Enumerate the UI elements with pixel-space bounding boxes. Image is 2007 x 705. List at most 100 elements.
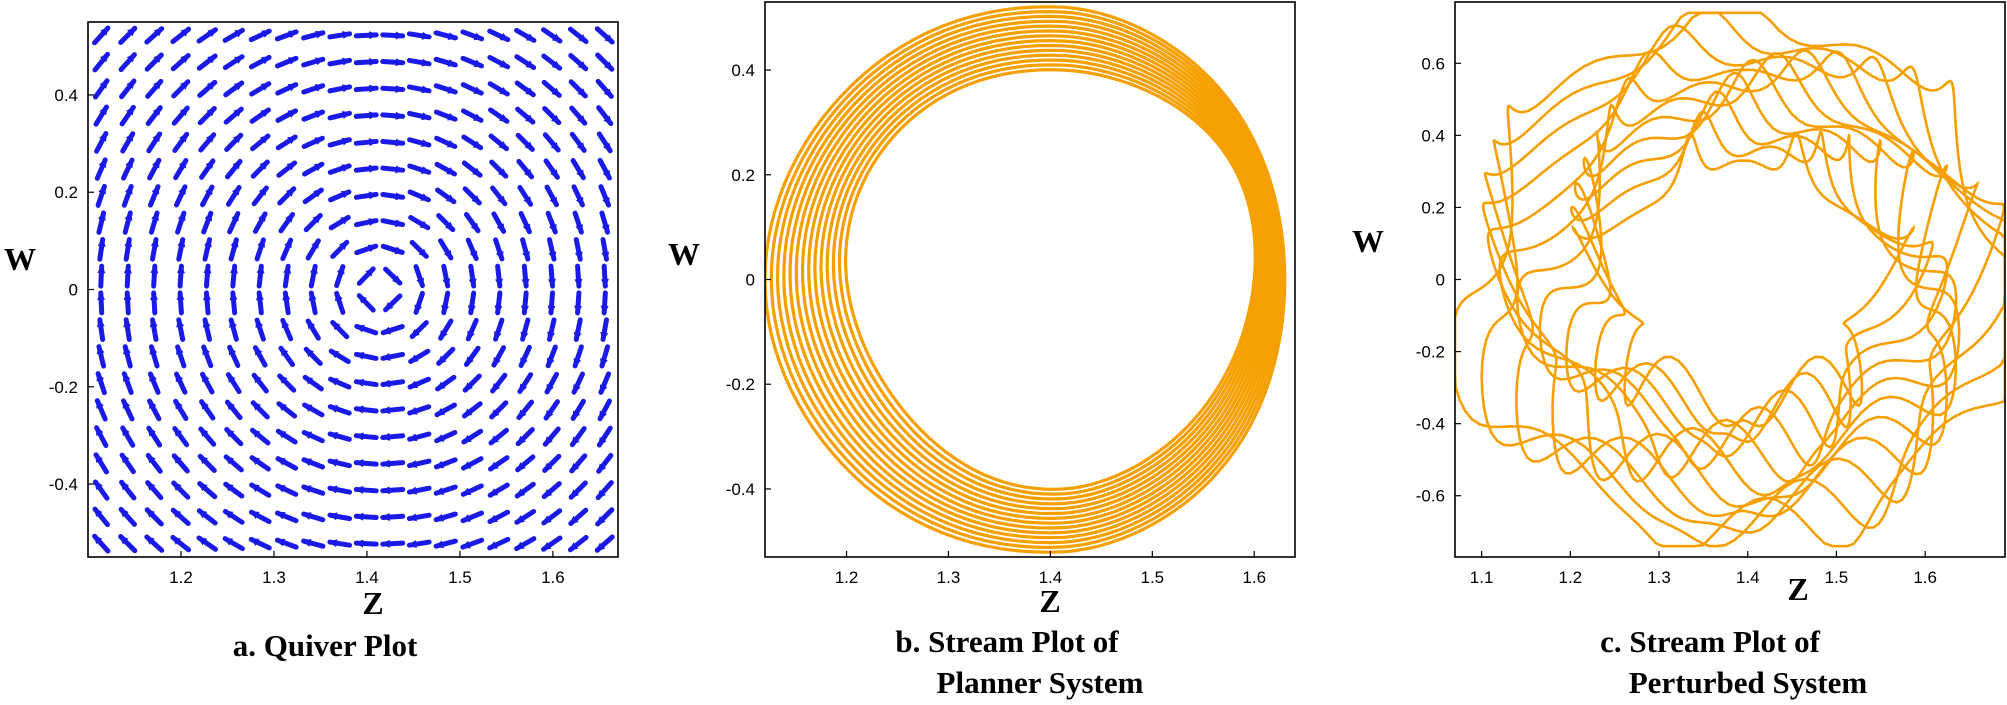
stream-curves — [765, 5, 1287, 554]
quiver-arrowhead — [120, 453, 130, 464]
quiver-arrowhead — [499, 59, 510, 68]
quiver-arrowhead — [369, 57, 379, 66]
quiver-arrowhead — [308, 291, 317, 301]
y-tick-label: -0.4 — [1416, 415, 1445, 434]
panel-b-y-ticks: 0.4 0.2 0 -0.2 -0.4 — [726, 61, 771, 499]
quiver-arrowhead — [521, 278, 530, 289]
quiver-arrowhead — [369, 31, 379, 40]
quiver-arrowhead — [576, 142, 586, 153]
x-tick-label: 1.5 — [448, 568, 472, 587]
quiver-arrowhead — [354, 324, 365, 333]
x-tick-label: 1.6 — [541, 568, 565, 587]
quiver-arrowhead — [180, 80, 190, 90]
quiver-arrowhead — [434, 513, 444, 522]
quiver-arrowhead — [520, 357, 528, 368]
quiver-arrowhead — [380, 539, 390, 548]
quiver-arrowhead — [367, 244, 378, 253]
stream-orbit — [843, 68, 1257, 491]
quiver-arrowhead — [601, 251, 610, 262]
quiver-arrowhead — [515, 515, 525, 524]
quiver-arrowhead — [447, 86, 458, 94]
quiver-arrowhead — [573, 331, 582, 342]
quiver-arrowhead — [177, 237, 186, 248]
quiver-arrowhead — [515, 488, 526, 498]
quiver-arrowhead — [395, 165, 405, 174]
quiver-arrowhead — [301, 512, 312, 520]
quiver-arrowhead — [96, 371, 105, 382]
quiver-arrowhead — [257, 237, 265, 248]
quiver-arrowhead — [127, 26, 137, 37]
quiver-arrowhead — [202, 345, 210, 356]
quiver-arrowhead — [206, 107, 216, 117]
quiver-arrowhead — [276, 430, 287, 439]
quiver-arrowhead — [410, 328, 420, 339]
quiver-arrowhead — [225, 428, 235, 438]
quiver-arrowhead — [98, 210, 106, 221]
quiver-arrowhead — [522, 223, 531, 234]
quiver-arrowhead — [233, 81, 244, 91]
quiver-arrowhead — [123, 317, 132, 328]
quiver-arrowhead — [395, 138, 405, 147]
quiver-arrowhead — [328, 405, 339, 413]
quiver-arrowhead — [285, 212, 294, 223]
quiver-arrowhead — [260, 108, 271, 118]
quiver-arrowhead — [381, 326, 392, 335]
quiver-arrowhead — [408, 354, 419, 363]
quiver-arrowhead — [279, 346, 289, 357]
stream-orbit — [788, 24, 1277, 535]
quiver-arrowhead — [498, 114, 509, 123]
quiver-arrowhead — [487, 541, 498, 549]
quiver-arrowhead — [180, 54, 190, 64]
quiver-arrowhead — [123, 290, 132, 301]
quiver-arrowhead — [327, 539, 338, 548]
quiver-arrowhead — [95, 425, 104, 436]
quiver-arrowhead — [407, 460, 418, 468]
quiver-arrowhead — [573, 384, 581, 394]
stream-orbit — [769, 9, 1285, 550]
quiver-arrowhead — [473, 59, 484, 67]
quiver-arrowhead — [119, 507, 129, 518]
quiver-arrowhead — [97, 237, 106, 247]
quiver-arrowhead — [341, 137, 352, 146]
quiver-arrowhead — [230, 264, 239, 274]
quiver-arrowhead — [99, 79, 109, 89]
quiver-arrowhead — [327, 485, 338, 494]
quiver-arrowhead — [180, 27, 191, 37]
quiver-arrowhead — [569, 515, 579, 525]
quiver-arrowhead — [153, 27, 164, 37]
quiver-arrowhead — [599, 384, 608, 395]
quiver-arrowhead — [151, 211, 159, 221]
quiver-arrowhead — [309, 264, 318, 274]
quiver-arrowhead — [467, 330, 475, 341]
quiver-arrowhead — [460, 540, 471, 549]
quiver-arrowhead — [368, 191, 379, 200]
quiver-arrowhead — [313, 163, 324, 172]
quiver-arrowhead — [368, 218, 379, 226]
stream-orbit — [775, 14, 1282, 545]
quiver-arrowhead — [100, 26, 110, 36]
quiver-arrowhead — [525, 60, 536, 69]
quiver-arrowhead — [284, 238, 292, 249]
quiver-arrowhead — [277, 402, 287, 412]
x-tick-label: 1.2 — [1559, 568, 1583, 587]
quiver-arrowhead — [434, 540, 444, 549]
quiver-arrowhead — [568, 542, 579, 552]
quiver-arrowhead — [602, 197, 610, 207]
quiver-arrowhead — [368, 164, 379, 173]
quiver-arrowhead — [494, 305, 503, 315]
quiver-arrowhead — [380, 432, 391, 441]
quiver-arrowhead — [472, 167, 482, 177]
quiver-arrowhead — [447, 112, 457, 121]
quiver-arrowhead — [597, 463, 607, 473]
quiver-arrowhead — [525, 87, 535, 96]
quiver-arrowhead — [524, 168, 533, 179]
quiver-arrowhead — [233, 133, 243, 144]
quiver-arrowhead — [275, 538, 286, 547]
quiver-arrowhead — [490, 409, 500, 419]
quiver-arrowhead — [467, 305, 476, 315]
quiver-arrowhead — [197, 536, 208, 546]
quiver-arrowhead — [499, 33, 510, 41]
quiver-arrowhead — [96, 344, 105, 355]
quiver-arrowhead — [231, 211, 239, 222]
quiver-arrowhead — [335, 291, 343, 302]
